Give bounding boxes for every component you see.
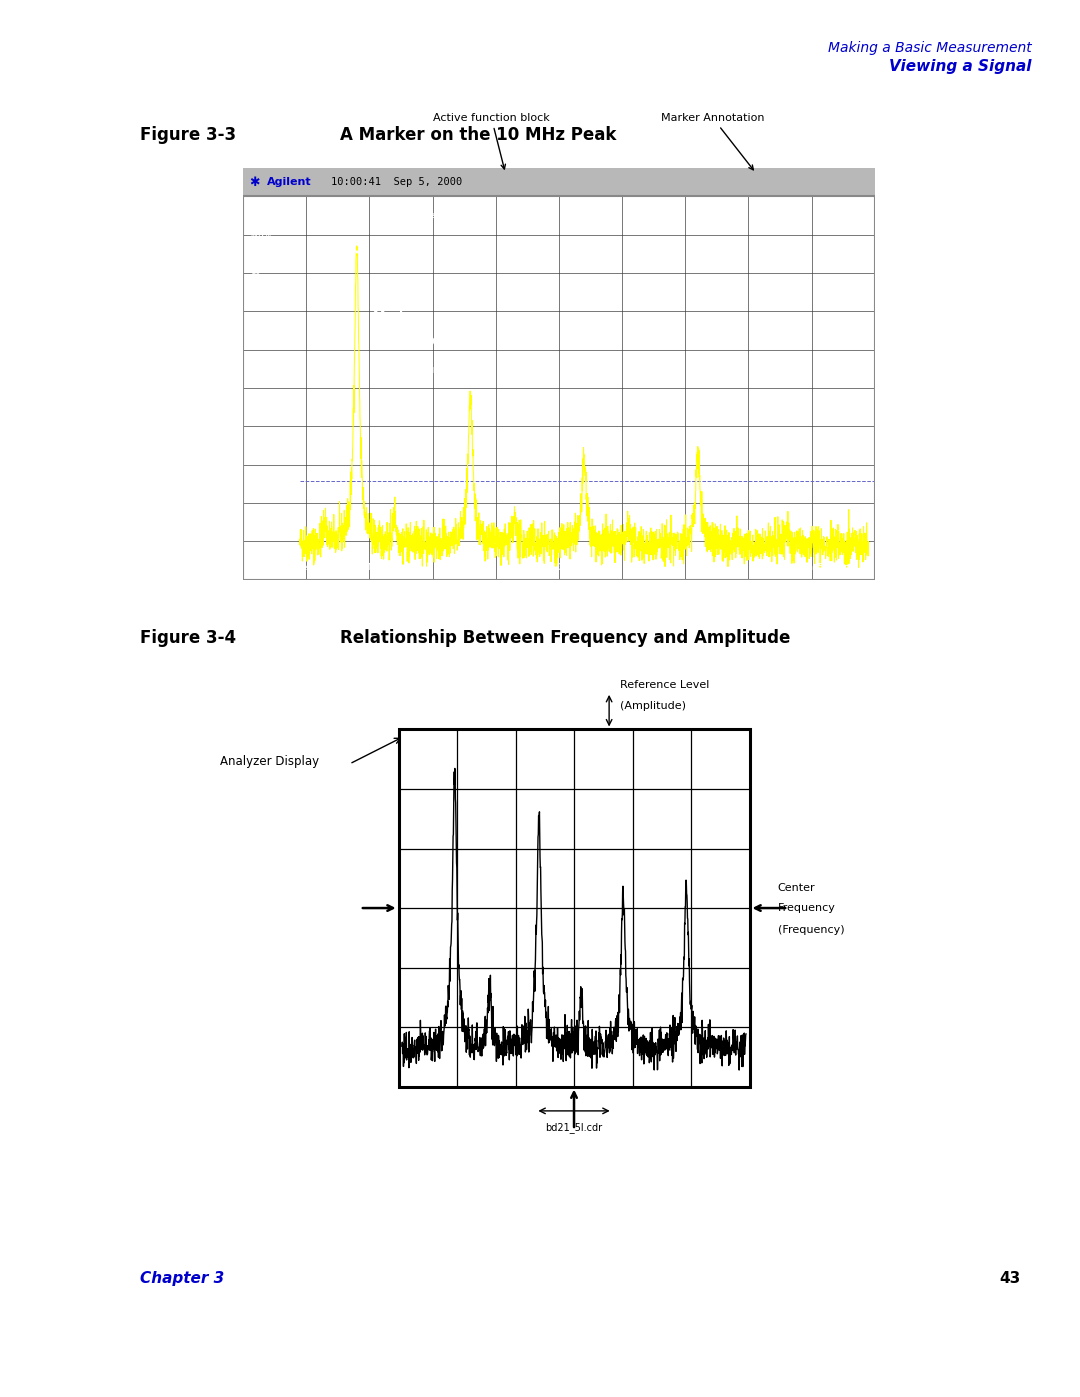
Text: 10.000000 MHz: 10.000000 MHz: [373, 337, 462, 346]
Text: Reference Level: Reference Level: [620, 680, 710, 690]
Bar: [399, 729, 750, 1087]
Text: 43: 43: [999, 1271, 1021, 1287]
Text: W1 S2: W1 S2: [251, 458, 275, 467]
Text: Figure 3-4: Figure 3-4: [140, 629, 237, 647]
Text: Mkr1  10.00 MHz: Mkr1 10.00 MHz: [779, 205, 865, 215]
Text: ✱: ✱: [249, 176, 259, 189]
Text: (Amplitude): (Amplitude): [620, 700, 686, 711]
Bar: [243, 168, 875, 197]
Text: Frequency: Frequency: [778, 902, 836, 914]
Text: Making a Basic Measurement: Making a Basic Measurement: [1051, 542, 1061, 715]
Text: (Frequency): (Frequency): [778, 925, 845, 935]
Text: Figure 3-3: Figure 3-3: [140, 126, 237, 144]
Text: Making a Basic Measurement: Making a Basic Measurement: [827, 41, 1031, 54]
Text: Marker Annotation: Marker Annotation: [661, 113, 765, 170]
Text: Viewing a Signal: Viewing a Signal: [889, 59, 1031, 74]
Text: Active function block: Active function block: [433, 113, 550, 169]
Text: Marker: Marker: [373, 310, 422, 323]
Text: bd21_5l.cdr: bd21_5l.cdr: [545, 1122, 603, 1133]
Text: 5.96 dBm: 5.96 dBm: [820, 225, 865, 233]
Text: Res BW 300 kHz: Res BW 300 kHz: [297, 578, 370, 587]
Text: Chapter 3: Chapter 3: [140, 1271, 225, 1287]
Text: VBW 300 kHz: VBW 300 kHz: [530, 563, 588, 573]
Text: Ref 10 dBm: Ref 10 dBm: [251, 211, 303, 219]
Text: Span 50 MHz: Span 50 MHz: [792, 563, 850, 573]
Text: Atten 20 dB: Atten 20 dB: [414, 211, 471, 219]
Text: S3 FC: S3 FC: [251, 476, 275, 485]
Text: Log: Log: [251, 249, 267, 258]
Text: LgAv: LgAv: [251, 393, 271, 401]
Text: Sweep 1 ms: Sweep 1 ms: [797, 578, 850, 587]
Text: Agilent: Agilent: [267, 177, 312, 187]
Text: AA: AA: [260, 493, 270, 502]
Text: 10:00:41  Sep 5, 2000: 10:00:41 Sep 5, 2000: [332, 177, 462, 187]
Text: Norm: Norm: [251, 232, 271, 240]
Text: A Marker on the 10 MHz Peak: A Marker on the 10 MHz Peak: [340, 126, 617, 144]
Text: Center: Center: [778, 883, 815, 893]
Text: Analyzer Display: Analyzer Display: [219, 754, 319, 767]
Text: Relationship Between Frequency and Amplitude: Relationship Between Frequency and Ampli…: [340, 629, 791, 647]
Text: dB/: dB/: [251, 284, 267, 293]
Text: Center 30.00 MHz: Center 30.00 MHz: [297, 563, 381, 573]
Text: 5.96 dBm: 5.96 dBm: [386, 365, 441, 374]
Text: 10: 10: [251, 267, 261, 275]
